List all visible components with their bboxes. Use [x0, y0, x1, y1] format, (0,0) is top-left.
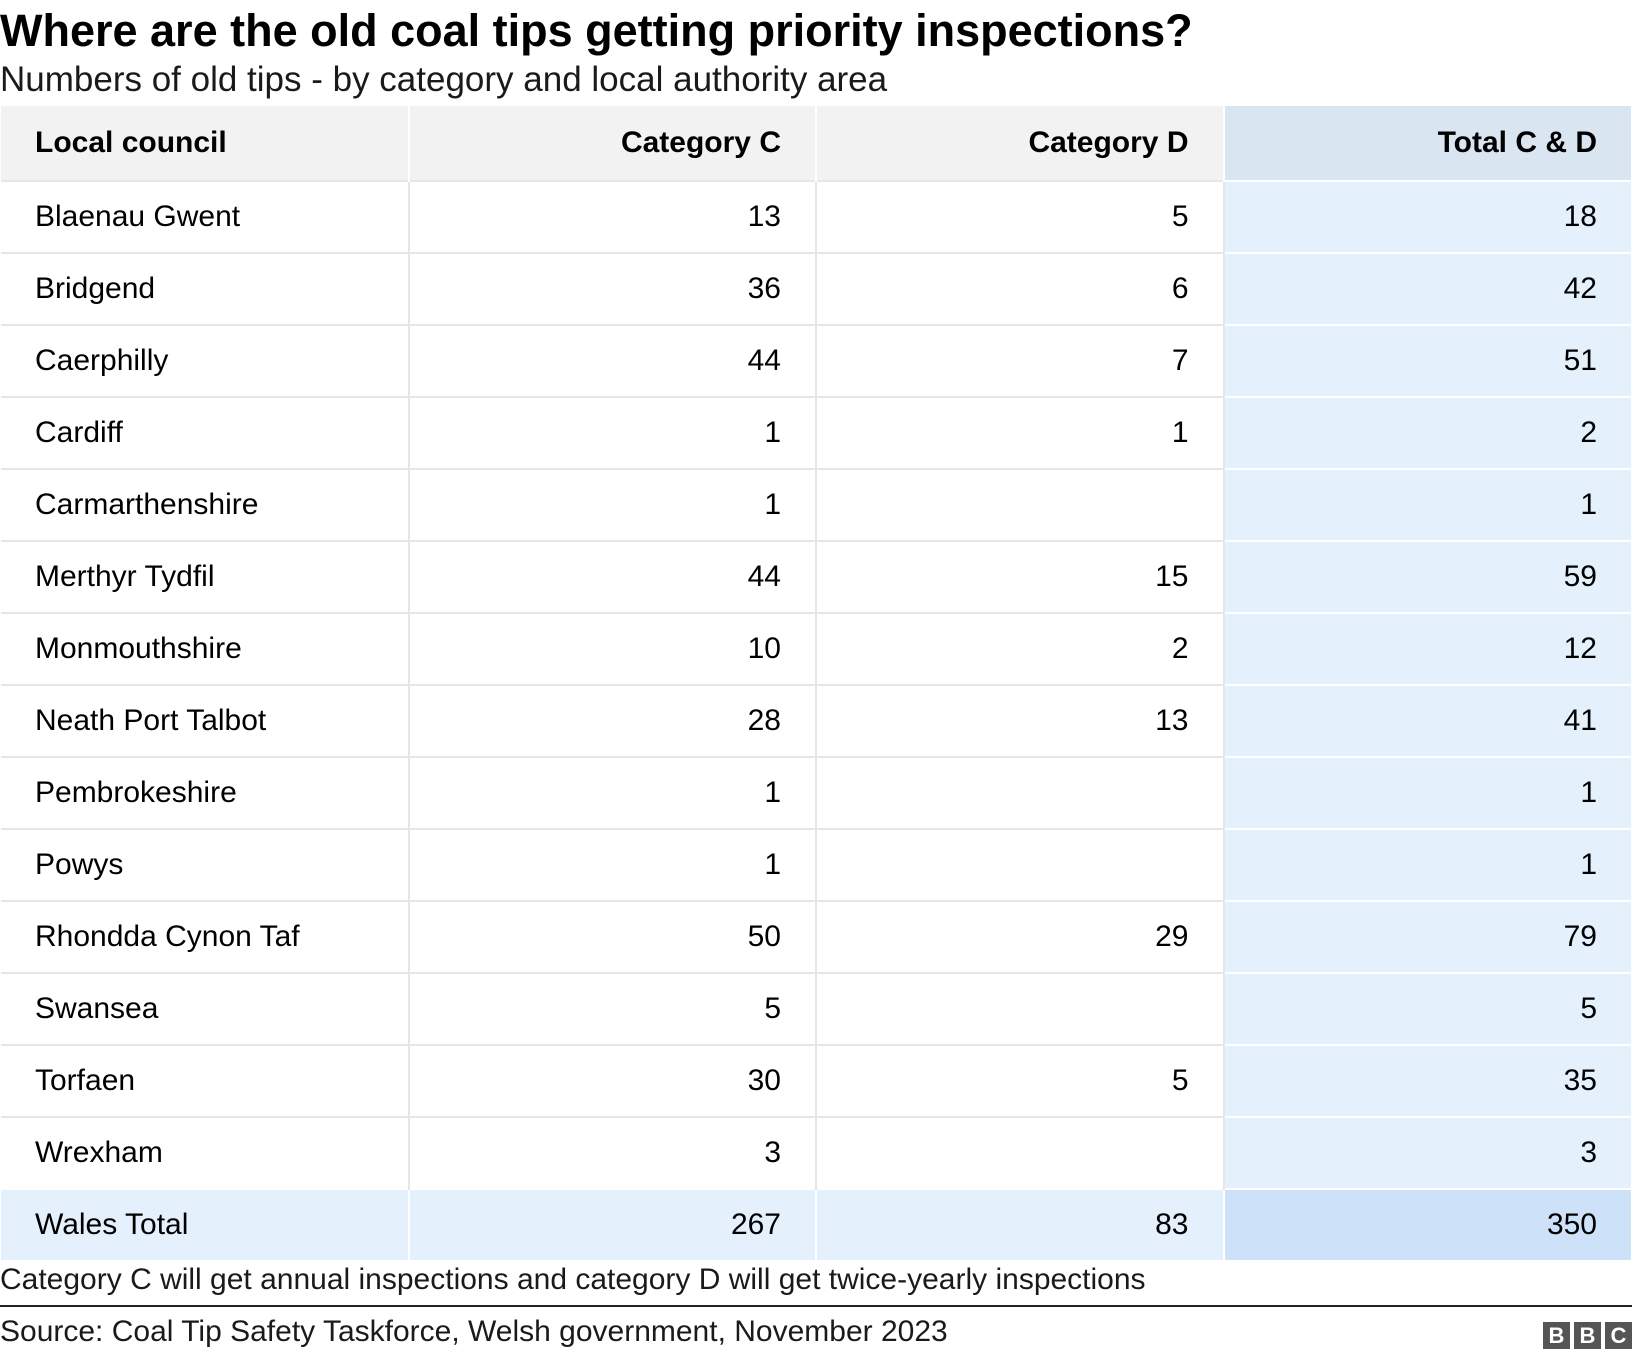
table-row: Swansea 5 5 [1, 972, 1631, 1045]
data-table: Local council Category C Category D Tota… [1, 106, 1631, 1260]
logo-letter: B [1543, 1322, 1570, 1349]
cell-local-council: Bridgend [1, 252, 410, 325]
cell-category-c: 36 [408, 252, 817, 325]
table-body: Blaenau Gwent 13 5 18 Bridgend 36 6 42 Caerphill… [1, 180, 1631, 1260]
cell-total: 350 [1223, 1188, 1631, 1260]
cell-local-council: Powys [1, 828, 410, 901]
cell-category-c: 28 [408, 684, 817, 757]
column-header-local-council: Local council [1, 106, 410, 181]
cell-local-council: Wrexham [1, 1116, 410, 1189]
cell-category-d [816, 1116, 1225, 1189]
cell-category-d: 6 [816, 252, 1225, 325]
cell-total: 59 [1223, 540, 1631, 613]
table-row: Neath Port Talbot 28 13 41 [1, 684, 1631, 757]
table-row: Monmouthshire 10 2 12 [1, 612, 1631, 685]
cell-category-c: 44 [408, 540, 817, 613]
cell-total: 5 [1223, 972, 1631, 1045]
cell-category-d: 5 [816, 180, 1225, 253]
cell-local-council: Rhondda Cynon Taf [1, 900, 410, 973]
cell-category-d: 15 [816, 540, 1225, 613]
cell-category-d [816, 828, 1225, 901]
table-row: Caerphilly 44 7 51 [1, 324, 1631, 397]
cell-local-council: Blaenau Gwent [1, 180, 410, 253]
cell-category-c: 50 [408, 900, 817, 973]
table-row: Pembrokeshire 1 1 [1, 756, 1631, 829]
cell-category-d [816, 972, 1225, 1045]
cell-local-council: Monmouthshire [1, 612, 410, 685]
chart-subtitle: Numbers of old tips - by category and lo… [0, 60, 888, 99]
cell-category-c: 3 [408, 1116, 817, 1189]
header-row: Local council Category C Category D Tota… [1, 106, 1631, 181]
cell-total: 3 [1223, 1116, 1631, 1189]
cell-category-d: 7 [816, 324, 1225, 397]
cell-total: 2 [1223, 396, 1631, 469]
cell-local-council: Wales Total [1, 1188, 410, 1260]
cell-total: 41 [1223, 684, 1631, 757]
cell-total: 42 [1223, 252, 1631, 325]
cell-category-d: 2 [816, 612, 1225, 685]
divider [0, 1305, 1632, 1307]
cell-category-c: 267 [408, 1188, 817, 1260]
source-text: Source: Coal Tip Safety Taskforce, Welsh… [0, 1315, 948, 1348]
table-row: Wrexham 3 3 [1, 1116, 1631, 1189]
footnote: Category C will get annual inspections a… [0, 1263, 1146, 1296]
cell-category-d [816, 468, 1225, 541]
cell-local-council: Caerphilly [1, 324, 410, 397]
table-row: Blaenau Gwent 13 5 18 [1, 180, 1631, 253]
cell-category-c: 30 [408, 1044, 817, 1117]
cell-category-c: 1 [408, 828, 817, 901]
cell-category-c: 1 [408, 396, 817, 469]
cell-total: 51 [1223, 324, 1631, 397]
cell-category-d [816, 756, 1225, 829]
cell-category-d: 5 [816, 1044, 1225, 1117]
total-row: Wales Total 267 83 350 [1, 1188, 1631, 1260]
table-row: Powys 1 1 [1, 828, 1631, 901]
cell-local-council: Merthyr Tydfil [1, 540, 410, 613]
cell-total: 1 [1223, 756, 1631, 829]
cell-category-d: 83 [816, 1188, 1225, 1260]
table-row: Carmarthenshire 1 1 [1, 468, 1631, 541]
table-row: Merthyr Tydfil 44 15 59 [1, 540, 1631, 613]
logo-letter: B [1574, 1322, 1601, 1349]
cell-local-council: Neath Port Talbot [1, 684, 410, 757]
column-header-total: Total C & D [1223, 106, 1631, 181]
chart-title: Where are the old coal tips getting prio… [0, 5, 1193, 56]
column-header-category-d: Category D [816, 106, 1225, 181]
table-row: Cardiff 1 1 2 [1, 396, 1631, 469]
cell-category-d: 29 [816, 900, 1225, 973]
cell-total: 18 [1223, 180, 1631, 253]
cell-category-c: 44 [408, 324, 817, 397]
cell-category-d: 13 [816, 684, 1225, 757]
table-row: Torfaen 30 5 35 [1, 1044, 1631, 1117]
cell-category-c: 10 [408, 612, 817, 685]
cell-total: 35 [1223, 1044, 1631, 1117]
bbc-logo: B B C [1543, 1322, 1632, 1349]
logo-letter: C [1605, 1322, 1632, 1349]
cell-total: 1 [1223, 468, 1631, 541]
cell-total: 1 [1223, 828, 1631, 901]
cell-local-council: Carmarthenshire [1, 468, 410, 541]
cell-category-c: 13 [408, 180, 817, 253]
column-header-category-c: Category C [408, 106, 817, 181]
cell-local-council: Pembrokeshire [1, 756, 410, 829]
cell-total: 79 [1223, 900, 1631, 973]
cell-local-council: Swansea [1, 972, 410, 1045]
cell-local-council: Torfaen [1, 1044, 410, 1117]
table-row: Bridgend 36 6 42 [1, 252, 1631, 325]
table-row: Rhondda Cynon Taf 50 29 79 [1, 900, 1631, 973]
cell-category-d: 1 [816, 396, 1225, 469]
cell-category-c: 1 [408, 756, 817, 829]
cell-local-council: Cardiff [1, 396, 410, 469]
cell-category-c: 1 [408, 468, 817, 541]
cell-category-c: 5 [408, 972, 817, 1045]
cell-total: 12 [1223, 612, 1631, 685]
